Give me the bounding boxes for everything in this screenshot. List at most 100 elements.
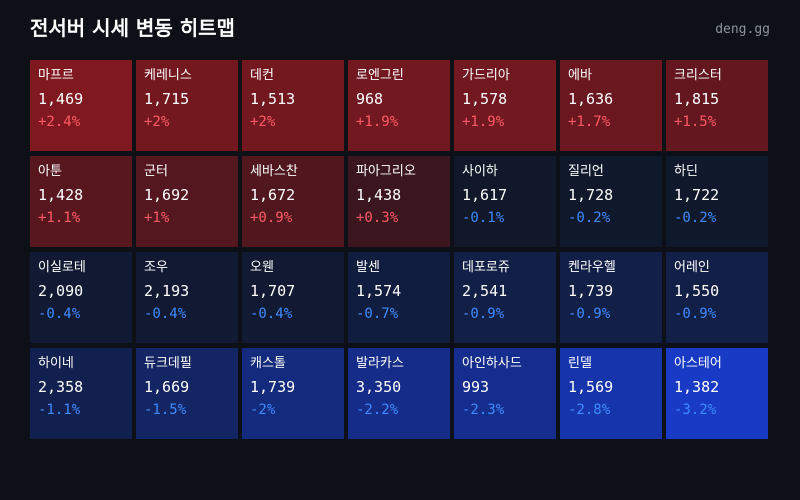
price-change: -0.4% bbox=[144, 306, 187, 322]
price-change: +1.9% bbox=[356, 114, 399, 130]
price-change: -0.2% bbox=[568, 210, 611, 226]
price-change: -0.9% bbox=[462, 306, 505, 322]
server-name: 아스테어 bbox=[674, 356, 722, 371]
price-change: -2% bbox=[250, 402, 276, 418]
server-name: 케레니스 bbox=[144, 68, 192, 83]
server-price: 1,636 bbox=[568, 90, 614, 108]
heatmap-cell[interactable]: 아툰 1,428 +1.1% bbox=[30, 156, 132, 247]
heatmap-cell[interactable]: 하딘 1,722 -0.2% bbox=[666, 156, 768, 247]
server-name: 이실로테 bbox=[38, 260, 86, 275]
price-change: +1.9% bbox=[462, 114, 505, 130]
price-change: -0.1% bbox=[462, 210, 505, 226]
heatmap-cell[interactable]: 마프르 1,469 +2.4% bbox=[30, 60, 132, 151]
server-name: 린델 bbox=[568, 356, 592, 371]
server-price: 2,541 bbox=[462, 282, 508, 300]
heatmap-cell[interactable]: 파아그리오 1,438 +0.3% bbox=[348, 156, 450, 247]
server-price: 1,569 bbox=[568, 378, 614, 396]
price-change: -0.7% bbox=[356, 306, 399, 322]
server-price: 968 bbox=[356, 90, 384, 108]
server-price: 1,739 bbox=[568, 282, 614, 300]
server-name: 에바 bbox=[568, 68, 592, 83]
heatmap-cell[interactable]: 군터 1,692 +1% bbox=[136, 156, 238, 247]
price-change: +1.5% bbox=[674, 114, 717, 130]
server-price: 3,350 bbox=[356, 378, 402, 396]
heatmap-cell[interactable]: 어레인 1,550 -0.9% bbox=[666, 252, 768, 343]
price-change: -0.2% bbox=[674, 210, 717, 226]
heatmap-cell[interactable]: 데포로쥬 2,541 -0.9% bbox=[454, 252, 556, 343]
server-price: 1,728 bbox=[568, 186, 614, 204]
server-price: 1,722 bbox=[674, 186, 720, 204]
server-name: 로엔그린 bbox=[356, 68, 404, 83]
price-change: -2.2% bbox=[356, 402, 399, 418]
price-change: +1% bbox=[144, 210, 170, 226]
server-name: 발라카스 bbox=[356, 356, 404, 371]
heatmap-cell[interactable]: 로엔그린 968 +1.9% bbox=[348, 60, 450, 151]
brand-label: deng.gg bbox=[715, 22, 770, 37]
server-price: 1,669 bbox=[144, 378, 190, 396]
server-price: 1,550 bbox=[674, 282, 720, 300]
heatmap-cell[interactable]: 켄라우헬 1,739 -0.9% bbox=[560, 252, 662, 343]
price-change: -0.9% bbox=[674, 306, 717, 322]
page-title: 전서버 시세 변동 히트맵 bbox=[30, 16, 235, 40]
heatmap-cell[interactable]: 조우 2,193 -0.4% bbox=[136, 252, 238, 343]
heatmap-cell[interactable]: 사이하 1,617 -0.1% bbox=[454, 156, 556, 247]
server-price: 1,815 bbox=[674, 90, 720, 108]
price-change: +2% bbox=[250, 114, 276, 130]
heatmap-cell[interactable]: 에바 1,636 +1.7% bbox=[560, 60, 662, 151]
heatmap-cell[interactable]: 케레니스 1,715 +2% bbox=[136, 60, 238, 151]
server-name: 아툰 bbox=[38, 164, 62, 179]
heatmap-cell[interactable]: 이실로테 2,090 -0.4% bbox=[30, 252, 132, 343]
price-change: -0.4% bbox=[38, 306, 81, 322]
server-name: 오웬 bbox=[250, 260, 274, 275]
heatmap-cell[interactable]: 질리언 1,728 -0.2% bbox=[560, 156, 662, 247]
heatmap-cell[interactable]: 발센 1,574 -0.7% bbox=[348, 252, 450, 343]
price-change: +1.7% bbox=[568, 114, 611, 130]
server-name: 파아그리오 bbox=[356, 164, 416, 179]
server-name: 어레인 bbox=[674, 260, 710, 275]
server-price: 1,513 bbox=[250, 90, 296, 108]
server-name: 데컨 bbox=[250, 68, 274, 83]
server-name: 크리스터 bbox=[674, 68, 722, 83]
price-change: -3.2% bbox=[674, 402, 717, 418]
heatmap-cell[interactable]: 아스테어 1,382 -3.2% bbox=[666, 348, 768, 439]
server-name: 하이네 bbox=[38, 356, 74, 371]
server-price: 1,617 bbox=[462, 186, 508, 204]
heatmap-cell[interactable]: 오웬 1,707 -0.4% bbox=[242, 252, 344, 343]
price-change: -2.8% bbox=[568, 402, 611, 418]
server-price: 2,358 bbox=[38, 378, 84, 396]
server-price: 1,428 bbox=[38, 186, 84, 204]
server-name: 아인하사드 bbox=[462, 356, 522, 371]
price-change: -0.9% bbox=[568, 306, 611, 322]
server-price: 1,739 bbox=[250, 378, 296, 396]
server-price: 993 bbox=[462, 378, 490, 396]
heatmap-cell[interactable]: 하이네 2,358 -1.1% bbox=[30, 348, 132, 439]
heatmap-cell[interactable]: 캐스톨 1,739 -2% bbox=[242, 348, 344, 439]
server-price: 1,672 bbox=[250, 186, 296, 204]
price-change: +2.4% bbox=[38, 114, 81, 130]
price-change: -1.5% bbox=[144, 402, 187, 418]
server-name: 사이하 bbox=[462, 164, 498, 179]
server-name: 캐스톨 bbox=[250, 356, 286, 371]
heatmap-cell[interactable]: 아인하사드 993 -2.3% bbox=[454, 348, 556, 439]
price-change: +2% bbox=[144, 114, 170, 130]
server-name: 마프르 bbox=[38, 68, 74, 83]
server-price: 2,193 bbox=[144, 282, 190, 300]
price-change: -0.4% bbox=[250, 306, 293, 322]
heatmap-grid: 마프르 1,469 +2.4% 케레니스 1,715 +2% 데컨 1,513 +2% 로엔그린 9… bbox=[30, 60, 768, 439]
server-name: 세바스찬 bbox=[250, 164, 298, 179]
server-name: 데포로쥬 bbox=[462, 260, 510, 275]
server-price: 2,090 bbox=[38, 282, 84, 300]
price-change: -1.1% bbox=[38, 402, 81, 418]
server-price: 1,715 bbox=[144, 90, 190, 108]
server-price: 1,578 bbox=[462, 90, 508, 108]
heatmap-cell[interactable]: 듀크데필 1,669 -1.5% bbox=[136, 348, 238, 439]
server-name: 조우 bbox=[144, 260, 168, 275]
heatmap-cell[interactable]: 크리스터 1,815 +1.5% bbox=[666, 60, 768, 151]
heatmap-cell[interactable]: 린델 1,569 -2.8% bbox=[560, 348, 662, 439]
server-price: 1,707 bbox=[250, 282, 296, 300]
heatmap-cell[interactable]: 세바스찬 1,672 +0.9% bbox=[242, 156, 344, 247]
heatmap-cell[interactable]: 발라카스 3,350 -2.2% bbox=[348, 348, 450, 439]
price-change: -2.3% bbox=[462, 402, 505, 418]
heatmap-cell[interactable]: 가드리아 1,578 +1.9% bbox=[454, 60, 556, 151]
heatmap-cell[interactable]: 데컨 1,513 +2% bbox=[242, 60, 344, 151]
